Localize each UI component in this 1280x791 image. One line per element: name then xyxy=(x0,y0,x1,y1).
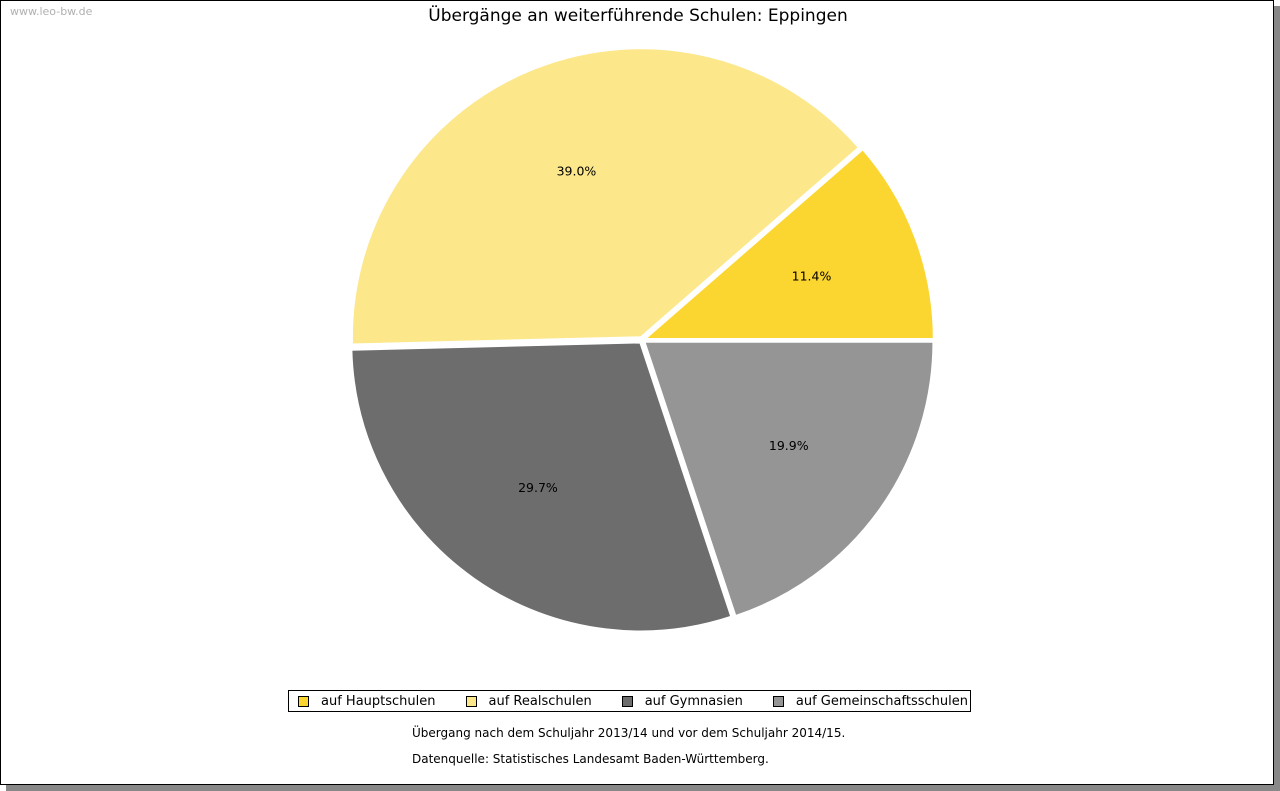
watermark: www.leo-bw.de xyxy=(10,5,93,18)
pie-slice-gemeinschaftsschulen xyxy=(643,340,935,618)
legend-item-realschulen: auf Realschulen xyxy=(465,693,592,709)
chart-title: Übergänge an weiterführende Schulen: Epp… xyxy=(428,6,848,26)
pie-slice-realschulen xyxy=(350,47,861,346)
legend-swatch-gymnasien xyxy=(621,695,633,707)
legend-swatch-realschulen xyxy=(465,695,477,707)
legend-item-gymnasien: auf Gymnasien xyxy=(621,693,743,709)
legend-label-gemeinschaftsschulen: auf Gemeinschaftsschulen xyxy=(795,693,968,709)
source-note: Datenquelle: Statistisches Landesamt Bad… xyxy=(412,752,769,766)
pie-chart: 11.4% 39.0% 29.7% 19.9% xyxy=(350,47,935,633)
pie-slice-gymnasien xyxy=(350,341,733,633)
slice-label-gemeinschaftsschulen: 19.9% xyxy=(769,438,809,453)
pie-slice-hauptschulen xyxy=(642,147,935,340)
legend-label-realschulen: auf Realschulen xyxy=(488,693,592,709)
slice-label-hauptschulen: 11.4% xyxy=(792,269,832,284)
legend: auf Hauptschulen auf Realschulen auf Gym… xyxy=(288,690,971,712)
legend-swatch-gemeinschaftsschulen xyxy=(772,695,784,707)
legend-item-hauptschulen: auf Hauptschulen xyxy=(298,694,436,709)
legend-item-gemeinschaftsschulen: auf Gemeinschaftsschulen xyxy=(772,693,968,709)
slice-label-realschulen: 39.0% xyxy=(557,163,597,178)
legend-label-hauptschulen: auf Hauptschulen xyxy=(321,693,436,709)
slice-label-gymnasien: 29.7% xyxy=(518,480,558,495)
legend-swatch-hauptschulen xyxy=(298,695,309,707)
legend-label-gymnasien: auf Gymnasien xyxy=(644,693,743,709)
period-note: Übergang nach dem Schuljahr 2013/14 und … xyxy=(412,726,846,740)
